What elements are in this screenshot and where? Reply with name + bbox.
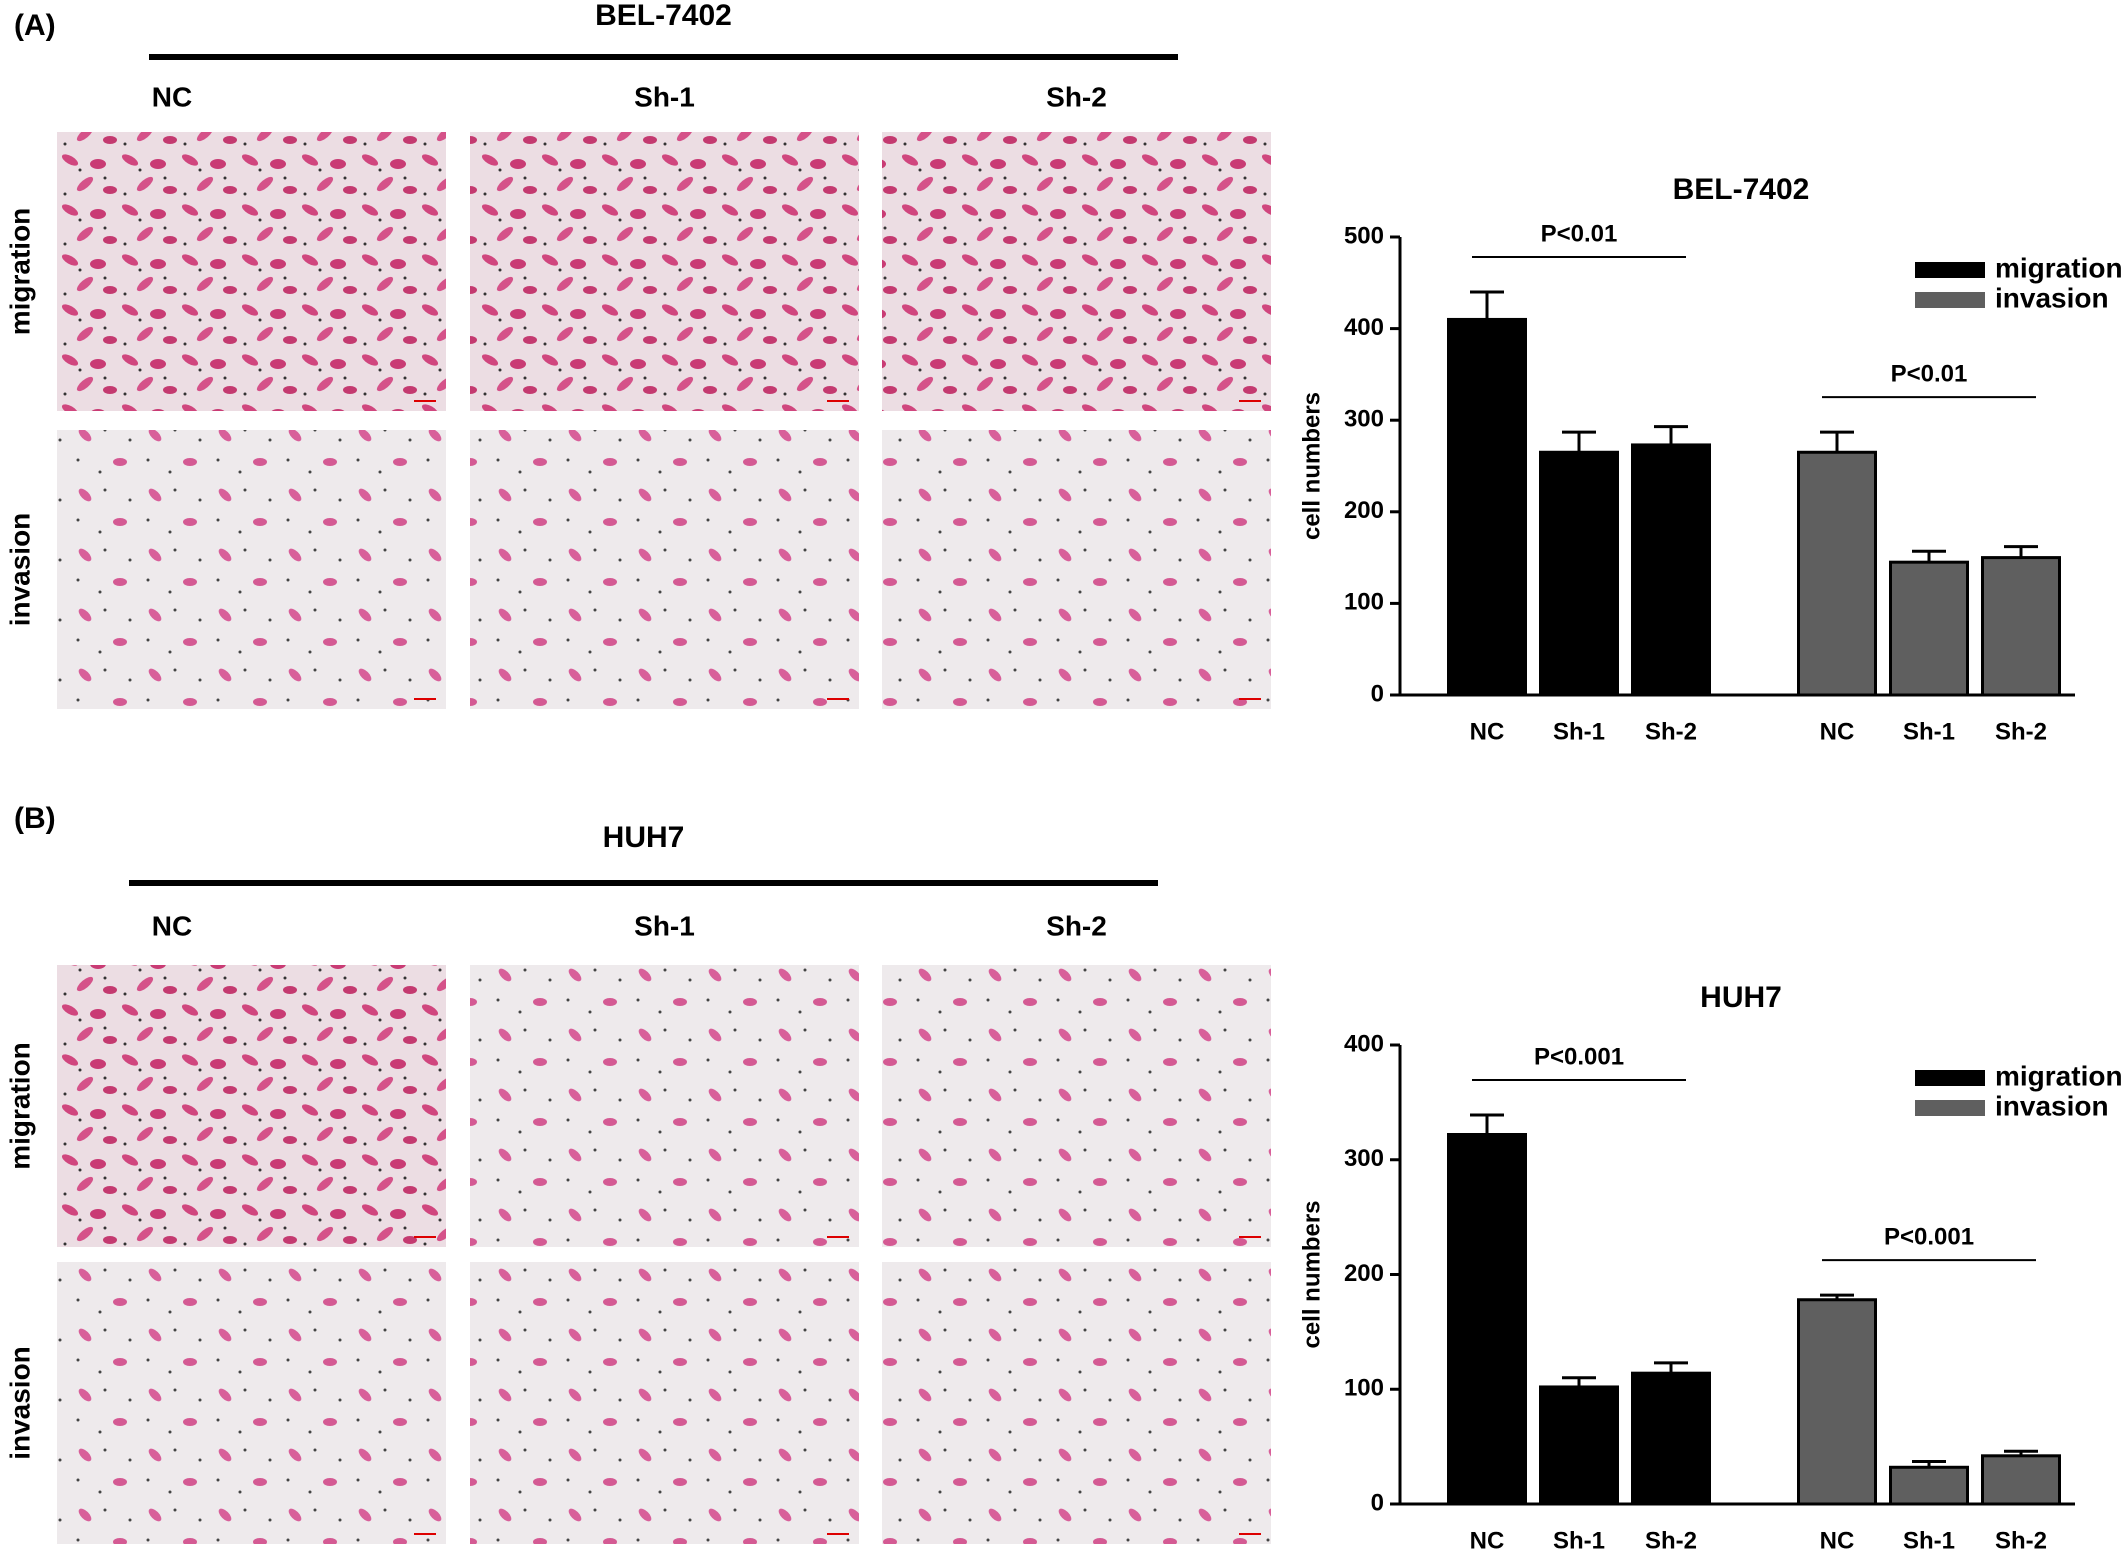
legend-label: invasion (1995, 282, 2109, 313)
micrograph (57, 965, 446, 1247)
legend-swatch (1915, 1070, 1985, 1086)
x-tick-label: Sh-2 (1995, 718, 2047, 745)
significance-label: P<0.001 (1534, 1043, 1624, 1070)
panel-title: BEL-7402 (595, 0, 732, 32)
legend-label: migration (1995, 1060, 2123, 1091)
y-tick-label: 500 (1344, 222, 1384, 249)
y-tick-label: 400 (1344, 314, 1384, 341)
micrograph (882, 430, 1271, 709)
x-tick-label: Sh-2 (1995, 1527, 2047, 1554)
micrograph (882, 965, 1271, 1247)
x-tick-label: Sh-2 (1645, 718, 1697, 745)
bar (1797, 1298, 1877, 1506)
bar (1889, 1465, 1969, 1506)
x-tick-label: Sh-1 (1553, 1527, 1605, 1554)
legend-label: migration (1995, 252, 2123, 283)
y-axis-label: cell numbers (1298, 1200, 1325, 1348)
bar (1631, 1371, 1711, 1506)
panel-label: (A) (14, 9, 56, 42)
column-label: Sh-1 (634, 910, 695, 941)
bar (1447, 317, 1527, 697)
micrograph (57, 430, 446, 709)
micrograph (57, 1262, 446, 1544)
x-tick-label: NC (1470, 1527, 1505, 1554)
micrograph (470, 1262, 859, 1544)
x-tick-label: Sh-1 (1903, 1527, 1955, 1554)
bar (1889, 560, 1969, 697)
micrograph (470, 965, 859, 1247)
y-tick-label: 100 (1344, 589, 1384, 616)
bar (1981, 1454, 2061, 1506)
row-label: invasion (4, 513, 35, 627)
legend-swatch (1915, 262, 1985, 278)
bar (1631, 443, 1711, 697)
y-tick-label: 0 (1371, 680, 1384, 707)
legend-swatch (1915, 292, 1985, 308)
y-tick-label: 300 (1344, 406, 1384, 433)
bar (1797, 450, 1877, 697)
micrograph (470, 430, 859, 709)
column-label: Sh-2 (1046, 910, 1107, 941)
micrograph (470, 132, 859, 411)
y-tick-label: 0 (1371, 1489, 1384, 1516)
panel-label: (B) (14, 802, 56, 835)
column-label: NC (152, 81, 192, 112)
y-tick-label: 200 (1344, 1260, 1384, 1287)
micrograph (57, 132, 446, 411)
legend-swatch (1915, 1100, 1985, 1116)
bar (1539, 450, 1619, 697)
row-label: migration (4, 208, 35, 336)
significance-label: P<0.01 (1541, 220, 1618, 247)
x-tick-label: Sh-1 (1553, 718, 1605, 745)
column-label: Sh-2 (1046, 81, 1107, 112)
chart-title: BEL-7402 (1673, 173, 1810, 206)
x-tick-label: NC (1820, 1527, 1855, 1554)
column-label: Sh-1 (634, 81, 695, 112)
y-tick-label: 100 (1344, 1375, 1384, 1402)
panel-title: HUH7 (603, 821, 685, 854)
y-tick-label: 300 (1344, 1145, 1384, 1172)
chart-title: HUH7 (1700, 981, 1782, 1014)
x-tick-label: Sh-2 (1645, 1527, 1697, 1554)
significance-label: P<0.001 (1884, 1223, 1974, 1250)
micrograph (882, 1262, 1271, 1544)
y-tick-label: 200 (1344, 497, 1384, 524)
bar (1447, 1133, 1527, 1506)
column-label: NC (152, 910, 192, 941)
row-label: invasion (4, 1346, 35, 1460)
row-label: migration (4, 1042, 35, 1170)
significance-label: P<0.01 (1891, 360, 1968, 387)
y-axis-label: cell numbers (1298, 392, 1325, 540)
bar (1539, 1385, 1619, 1506)
micrograph (882, 132, 1271, 411)
x-tick-label: NC (1470, 718, 1505, 745)
legend-label: invasion (1995, 1090, 2109, 1121)
x-tick-label: NC (1820, 718, 1855, 745)
bar (1981, 556, 2061, 697)
x-tick-label: Sh-1 (1903, 718, 1955, 745)
y-tick-label: 400 (1344, 1030, 1384, 1057)
